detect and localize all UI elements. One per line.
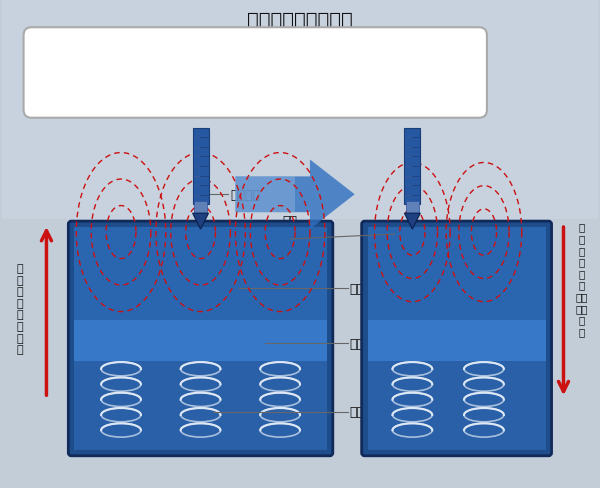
Polygon shape [235, 160, 355, 230]
FancyBboxPatch shape [23, 28, 487, 119]
Text: 从
触
控
笔
发
出
（返
回）
磁
场: 从 触 控 笔 发 出 （返 回） 磁 场 [575, 222, 587, 336]
Bar [74, 321, 327, 362]
FancyBboxPatch shape [68, 222, 333, 456]
Text: 利用从触控笔返回的磁场，接收笔的位置及: 利用从触控笔返回的磁场，接收笔的位置及 [52, 51, 225, 66]
Polygon shape [193, 214, 209, 230]
Bar [2, 1, 598, 220]
Bar [194, 202, 208, 214]
Text: 线圈: 线圈 [350, 406, 365, 418]
Bar [368, 227, 545, 321]
Text: 笔压的信号: 笔压的信号 [52, 79, 97, 94]
Text: 磁场: 磁场 [283, 215, 298, 227]
Polygon shape [235, 177, 295, 213]
Text: 日经中文网: 日经中文网 [459, 359, 490, 368]
FancyBboxPatch shape [362, 222, 551, 456]
Text: 触控笔的原理示意图: 触控笔的原理示意图 [247, 11, 353, 30]
Bar [368, 321, 545, 362]
Text: 从
传
感
器
发
出
磁
场: 从 传 感 器 发 出 磁 场 [16, 264, 23, 354]
Bar [193, 128, 209, 205]
Bar [74, 227, 327, 321]
Bar [406, 202, 419, 214]
Bar [368, 362, 545, 450]
Polygon shape [404, 214, 421, 230]
Text: 传感器单元: 传感器单元 [350, 337, 387, 350]
Text: 共振电路: 共振电路 [230, 188, 260, 202]
Bar [404, 128, 421, 205]
Bar [74, 362, 327, 450]
Text: 液晶屏: 液晶屏 [350, 282, 372, 295]
